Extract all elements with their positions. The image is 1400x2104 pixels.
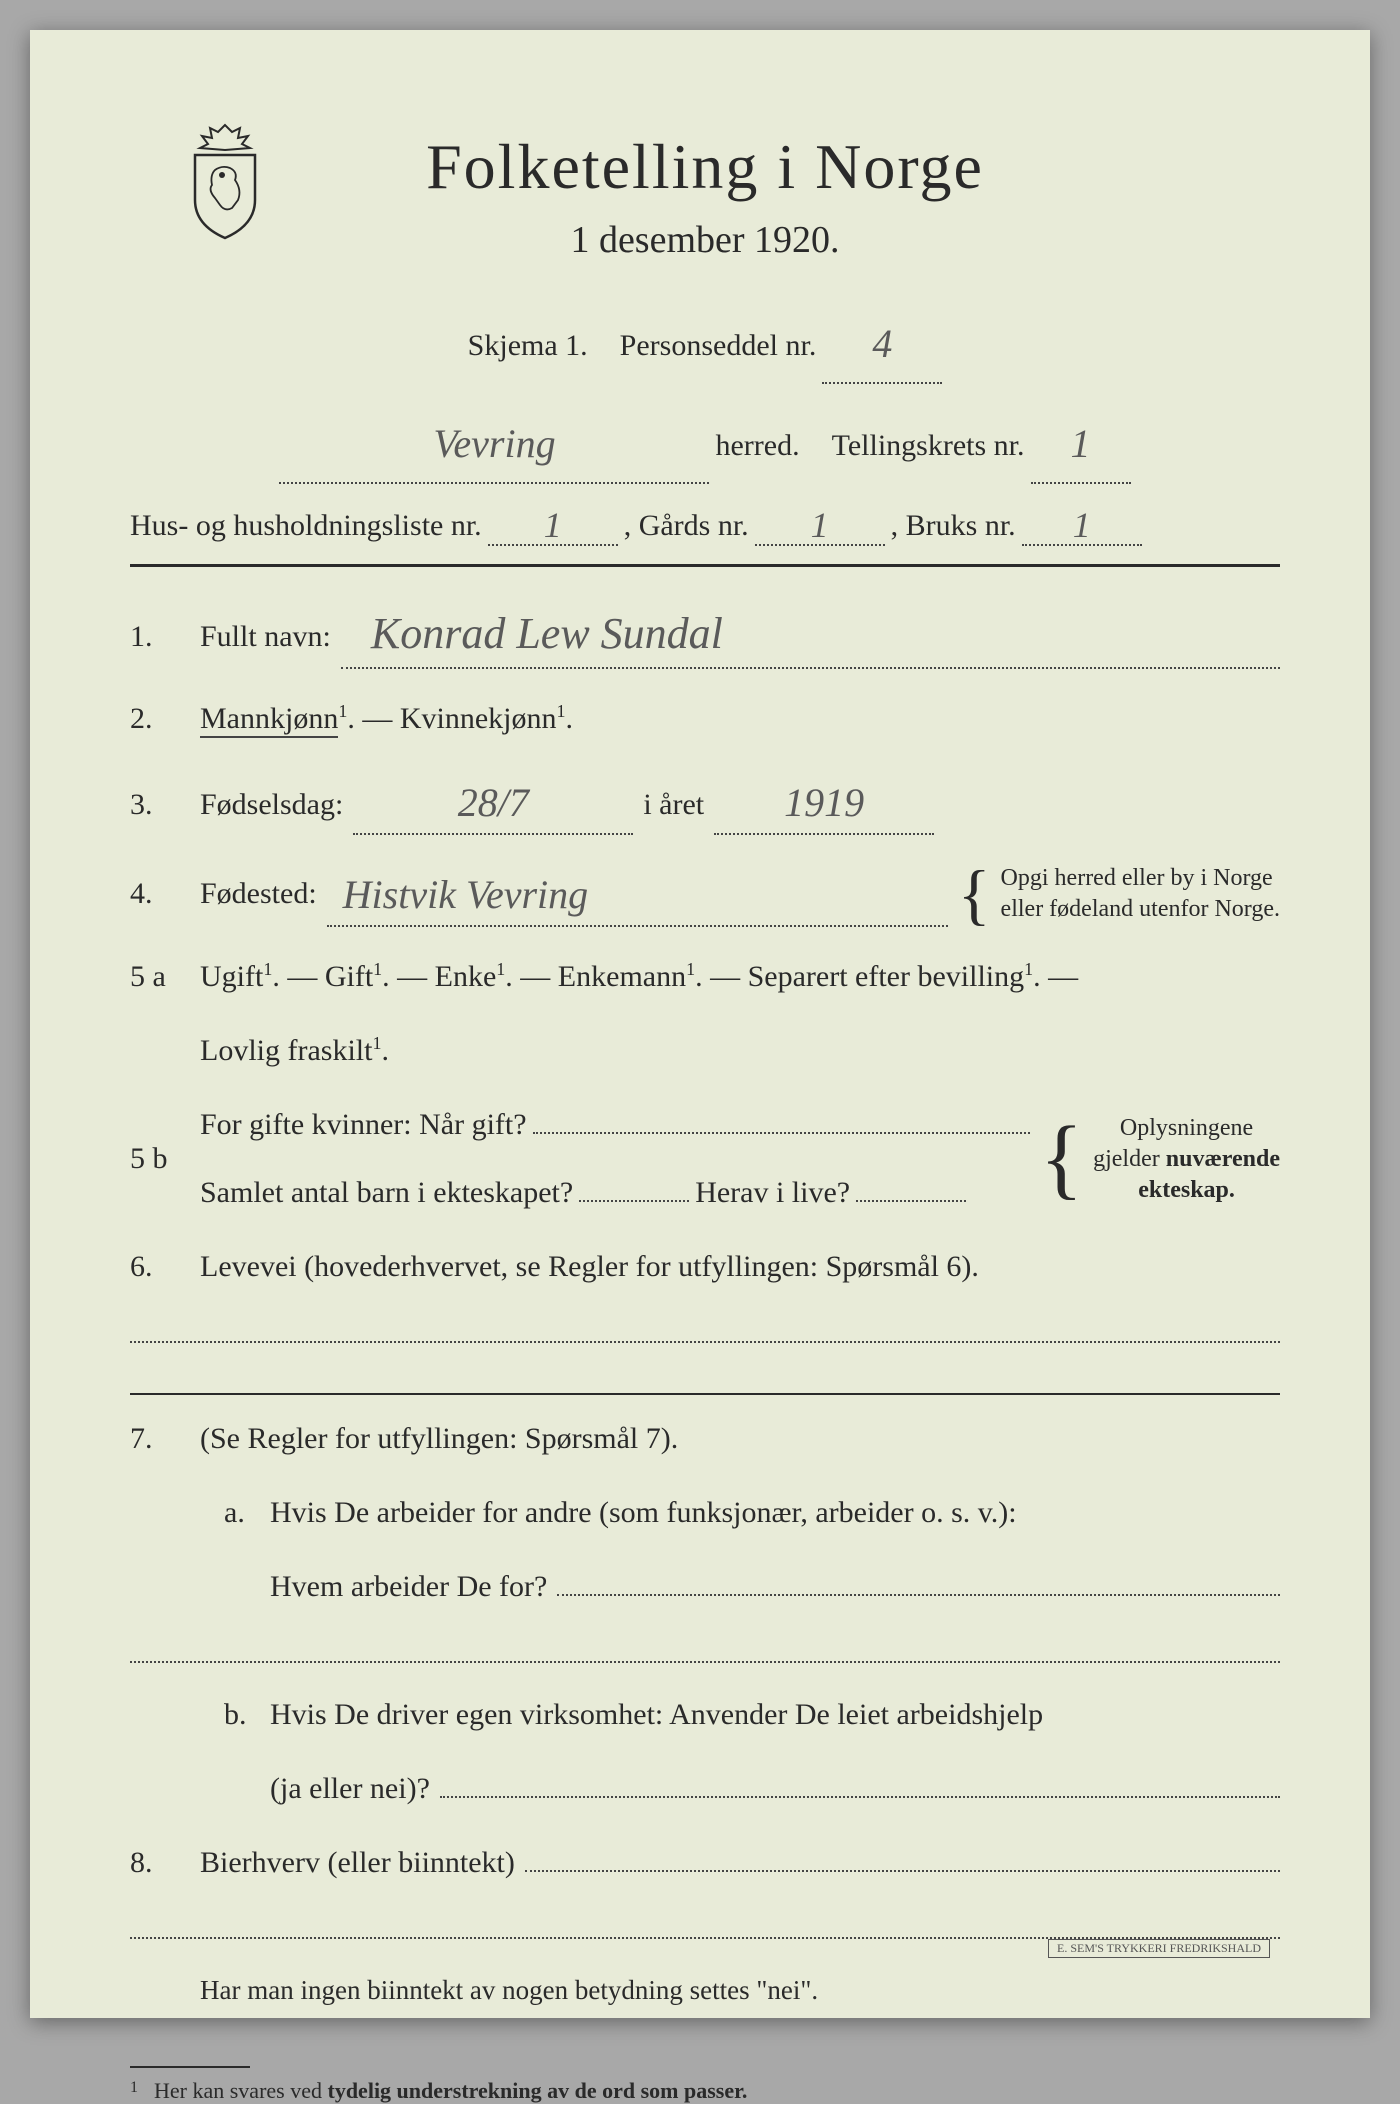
- gards-nr: 1: [811, 505, 829, 545]
- q7a: a. Hvis De arbeider for andre (som funks…: [130, 1489, 1280, 1537]
- q1-value: Konrad Lew Sundal: [341, 609, 723, 658]
- gards-label: , Gårds nr.: [624, 509, 749, 543]
- footnote-rule: [130, 2066, 250, 2068]
- footer-note: Har man ingen biinntekt av nogen betydni…: [130, 1975, 1280, 2006]
- q6: 6. Levevei (hovederhvervet, se Regler fo…: [130, 1243, 1280, 1291]
- tellingskrets-label: Tellingskrets nr.: [832, 416, 1025, 476]
- main-title: Folketelling i Norge: [426, 130, 984, 204]
- q4-brace-l1: Opgi herred eller by i Norge: [1001, 863, 1280, 894]
- q5b-brace-text: Oplysningene gjelder nuværende ekteskap.: [1093, 1113, 1280, 1207]
- q4-brace-text: Opgi herred eller by i Norge eller fødel…: [1001, 863, 1280, 925]
- q7a-line2: Hvem arbeider De for?: [130, 1563, 1280, 1611]
- q5a-line2: Lovlig fraskilt1.: [130, 1027, 1280, 1075]
- q5b-l2b: Herav i live?: [695, 1169, 850, 1217]
- coat-of-arms-icon: [180, 120, 270, 240]
- herred-value: Vevring: [433, 421, 555, 466]
- q7a-fill: [130, 1637, 1280, 1663]
- q7b: b. Hvis De driver egen virksomhet: Anven…: [130, 1691, 1280, 1739]
- q3-label: Fødselsdag:: [200, 781, 343, 829]
- q7a-l1: Hvis De arbeider for andre (som funksjon…: [270, 1489, 1280, 1537]
- q7-text: (Se Regler for utfyllingen: Spørsmål 7).: [200, 1415, 1280, 1463]
- divider: [130, 564, 1280, 567]
- q4: 4. Fødested: Histvik Vevring { Opgi herr…: [130, 861, 1280, 927]
- personseddel-label: Personseddel nr.: [620, 316, 817, 376]
- q5b-l1: For gifte kvinner: Når gift?: [200, 1101, 527, 1149]
- q3: 3. Fødselsdag: 28/7 i året 1919: [130, 769, 1280, 835]
- brace-icon: {: [1040, 1132, 1083, 1186]
- q6-fill: [130, 1317, 1280, 1343]
- schema-label: Skjema 1.: [468, 316, 588, 376]
- q1: 1. Fullt navn: Konrad Lew Sundal: [130, 597, 1280, 669]
- q7b-l2: (ja eller nei)?: [270, 1765, 430, 1813]
- q5b: 5 b For gifte kvinner: Når gift? Samlet …: [130, 1101, 1280, 1217]
- q2-mann: Mannkjønn: [200, 702, 338, 738]
- divider: [130, 1393, 1280, 1395]
- bruks-label: , Bruks nr.: [891, 509, 1016, 543]
- q8-fill: [130, 1913, 1280, 1939]
- personseddel-nr: 4: [872, 321, 892, 366]
- bruks-nr: 1: [1073, 505, 1091, 545]
- q3-year: 1919: [784, 780, 864, 825]
- q4-brace-l2: eller fødeland utenfor Norge.: [1001, 894, 1280, 925]
- q5b-brace-l3: ekteskap.: [1093, 1175, 1280, 1206]
- q5a: 5 a Ugift1. — Gift1. — Enke1. — Enkemann…: [130, 953, 1280, 1001]
- q3-day: 28/7: [458, 780, 529, 825]
- q7a-l2: Hvem arbeider De for?: [270, 1563, 547, 1611]
- husliste-label: Hus- og husholdningsliste nr.: [130, 509, 482, 543]
- q7b-l1: Hvis De driver egen virksomhet: Anvender…: [270, 1691, 1280, 1739]
- herred-label: herred.: [715, 416, 799, 476]
- brace-icon: {: [958, 874, 991, 915]
- q2: 2. Mannkjønn1. — Kvinnekjønn1.: [130, 695, 1280, 743]
- q8-label: Bierhverv (eller biinntekt): [200, 1839, 515, 1887]
- q5b-l2a: Samlet antal barn i ekteskapet?: [200, 1169, 573, 1217]
- q5b-brace-l2: gjelder nuværende: [1093, 1144, 1280, 1175]
- husliste-nr: 1: [544, 505, 562, 545]
- footnote: 1 Her kan svares ved tydelig understrekn…: [130, 2078, 1280, 2104]
- q3-mid: i året: [643, 781, 704, 829]
- date-line: 1 desember 1920.: [426, 218, 984, 262]
- q6-text: Levevei (hovederhvervet, se Regler for u…: [200, 1243, 1280, 1291]
- q7: 7. (Se Regler for utfyllingen: Spørsmål …: [130, 1415, 1280, 1463]
- hus-row: Hus- og husholdningsliste nr. 1 , Gårds …: [130, 502, 1280, 546]
- q4-label: Fødested:: [200, 870, 317, 918]
- printer-mark: E. SEM'S TRYKKERI FREDRIKSHALD: [1048, 1939, 1270, 1958]
- title-block: Folketelling i Norge 1 desember 1920.: [426, 130, 984, 262]
- header-block: Folketelling i Norge 1 desember 1920.: [130, 130, 1280, 262]
- q8: 8. Bierhverv (eller biinntekt): [130, 1839, 1280, 1887]
- q5b-brace-l1: Oplysningene: [1093, 1113, 1280, 1144]
- tellingskrets-nr: 1: [1071, 421, 1091, 466]
- q7b-line2: (ja eller nei)?: [130, 1765, 1280, 1813]
- form-header: Skjema 1. Personseddel nr. 4 Vevring her…: [130, 302, 1280, 484]
- q4-value: Histvik Vevring: [327, 872, 589, 917]
- census-form-page: Folketelling i Norge 1 desember 1920. Sk…: [30, 30, 1370, 2018]
- q1-label: Fullt navn:: [200, 613, 331, 661]
